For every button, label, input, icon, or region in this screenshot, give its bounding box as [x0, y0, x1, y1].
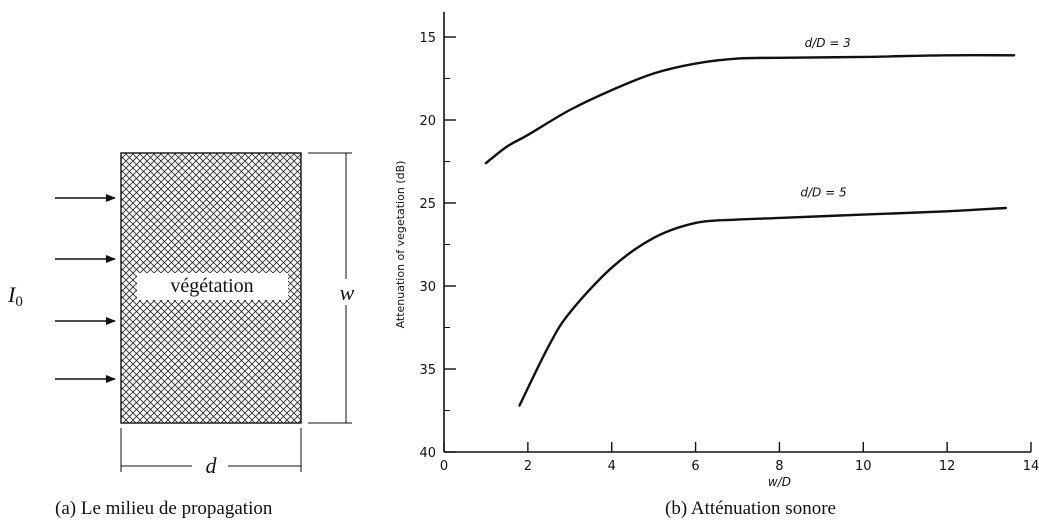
chart-ticks: 15 20 25 30 35 40 0 2 4 6 8 10 12 14	[419, 31, 1039, 474]
y-tick-label: 15	[419, 31, 436, 46]
incident-arrows	[55, 194, 116, 383]
vegetation-label-background	[137, 273, 288, 300]
x-tick-label: 6	[691, 459, 699, 474]
width-label: w	[340, 280, 355, 305]
x-tick-label: 12	[939, 459, 956, 474]
attenuation-chart: 15 20 25 30 35 40 0 2 4 6 8 10 12 14 d/D = 3 d/D = 5 w/…	[394, 12, 1039, 489]
x-tick-label: 0	[440, 459, 448, 474]
depth-label: d	[206, 453, 218, 478]
chart-labels: d/D = 3 d/D = 5 w/D Attenuation of vegetati…	[394, 36, 851, 489]
incident-intensity-label: I0	[7, 282, 23, 310]
y-tick-label: 20	[419, 114, 436, 129]
series-label-2: d/D = 5	[800, 185, 846, 199]
x-tick-label: 10	[855, 459, 872, 474]
x-tick-label: 4	[608, 459, 616, 474]
x-tick-label: 8	[775, 459, 783, 474]
width-dimension: w	[308, 152, 355, 424]
y-tick-label: 35	[419, 363, 436, 378]
y-tick-label: 40	[419, 446, 436, 461]
depth-dimension: d	[120, 428, 302, 478]
chart-axes	[443, 12, 1031, 453]
vegetation-label: végétation	[170, 275, 253, 297]
series-label-1: d/D = 3	[805, 36, 851, 50]
series-line-2	[518, 206, 1007, 407]
y-axis-label: Attenuation of vegetation (dB)	[394, 161, 407, 329]
propagation-medium-diagram: I0 végétation w d	[7, 152, 355, 478]
caption-propagation-medium: (a) Le milieu de propagation	[55, 498, 273, 519]
x-axis-label: w/D	[768, 475, 791, 489]
y-tick-label: 30	[419, 280, 436, 295]
series-line-1	[484, 53, 1016, 165]
x-tick-label: 14	[1023, 459, 1039, 474]
caption-sound-attenuation: (b) Atténuation sonore	[665, 498, 836, 519]
y-tick-label: 25	[419, 197, 436, 212]
x-tick-label: 2	[524, 459, 532, 474]
chart-series	[484, 53, 1016, 407]
